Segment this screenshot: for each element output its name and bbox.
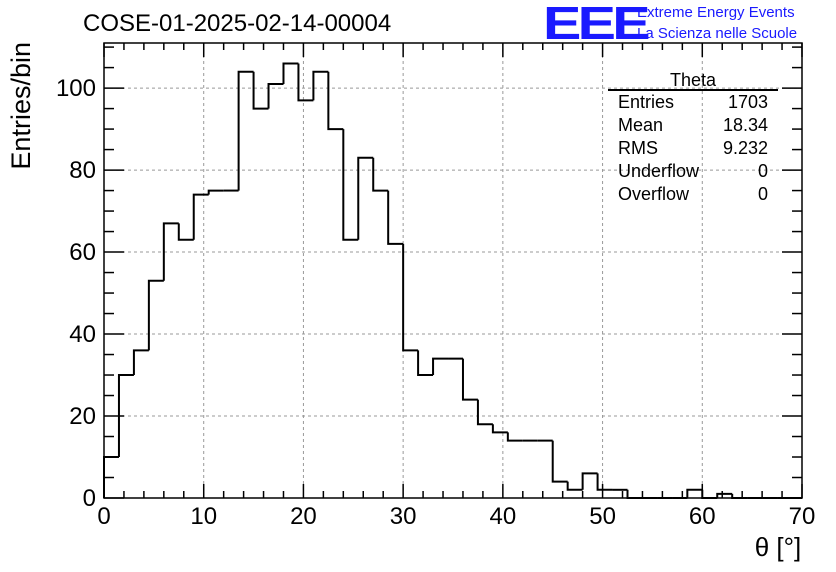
stat-row: Entries 1703 <box>608 91 778 114</box>
y-tick-label: 100 <box>56 75 96 102</box>
histogram-bin <box>731 493 748 499</box>
y-tick-label: 80 <box>69 157 96 184</box>
histogram-bin <box>716 492 733 498</box>
histogram-bin <box>117 374 134 458</box>
histogram-bin <box>312 70 329 101</box>
histogram-bin <box>402 243 419 352</box>
stats-box: Theta Entries 1703 Mean 18.34 RMS 9.232 Underf… <box>608 70 778 206</box>
x-tick-label: 50 <box>589 503 616 530</box>
x-tick-label: 20 <box>290 503 317 530</box>
y-tick-label: 0 <box>83 485 96 512</box>
x-tick-label: 60 <box>689 503 716 530</box>
y-tick-label: 60 <box>69 239 96 266</box>
histogram-bin <box>342 129 359 241</box>
x-axis-label: θ [°] <box>755 532 802 562</box>
histogram-bin <box>237 70 254 191</box>
histogram-bin <box>387 190 404 245</box>
histogram-bars <box>103 62 802 499</box>
histogram-bin <box>626 489 643 499</box>
stat-row: Overflow 0 <box>608 183 778 206</box>
histogram-bin <box>506 432 523 442</box>
histogram-bin <box>701 489 718 499</box>
histogram-bin <box>327 71 344 131</box>
stat-label: Overflow <box>618 184 690 204</box>
histogram-bin <box>282 62 299 84</box>
histogram-bin <box>551 440 568 483</box>
grid-lines <box>104 43 802 498</box>
stat-label: RMS <box>618 138 658 158</box>
y-tick-label: 40 <box>69 321 96 348</box>
logo-line-1: Extreme Energy Events <box>637 4 795 21</box>
histogram-bin <box>192 193 209 240</box>
histogram-bin <box>357 156 374 240</box>
stats-title: Theta <box>608 70 778 91</box>
x-tick-label: 0 <box>97 503 110 530</box>
x-tick-label: 10 <box>190 503 217 530</box>
stat-row: Mean 18.34 <box>608 114 778 137</box>
stat-label: Mean <box>618 115 664 135</box>
histogram-bin <box>417 350 434 377</box>
histogram-bin <box>252 71 269 110</box>
histogram-bin <box>566 481 583 491</box>
histogram-bin <box>372 157 389 192</box>
histogram-bin <box>267 82 284 109</box>
histogram-bin <box>147 279 164 351</box>
histogram-bin <box>476 399 493 426</box>
stat-value: 0 <box>757 184 768 204</box>
histogram-bin <box>581 472 598 490</box>
stat-value: 1703 <box>727 92 768 112</box>
histogram-bin <box>207 189 224 195</box>
axis-ticks: 0 10 20 30 40 50 60 70 0 20 40 60 80 100 <box>56 43 815 530</box>
logo-line-2: La Scienza nelle Scuole <box>637 25 798 42</box>
stat-row: RMS 9.232 <box>608 137 778 160</box>
histogram-bin <box>432 357 449 376</box>
axes <box>103 42 803 499</box>
stat-label: Underflow <box>618 161 700 181</box>
histogram-bin <box>491 424 508 434</box>
stat-label: Entries <box>618 92 675 112</box>
x-tick-label: 30 <box>390 503 417 530</box>
histogram-bin <box>162 222 179 281</box>
histogram-bin <box>297 63 314 102</box>
y-axis-label: Entries/bin <box>6 42 36 170</box>
stat-row: Underflow 0 <box>608 160 778 183</box>
chart-title: COSE-01-2025-02-14-00004 <box>83 10 392 37</box>
histogram-bin <box>686 488 703 498</box>
stat-value: 18.34 <box>722 115 768 135</box>
x-tick-label: 40 <box>490 503 517 530</box>
histogram-bin <box>596 473 613 491</box>
plot-frame <box>103 42 803 499</box>
histogram-bin <box>177 223 194 241</box>
histogram-bin <box>461 358 478 401</box>
histogram-bin <box>132 349 149 376</box>
stat-value: 9.232 <box>722 138 768 158</box>
stat-value: 0 <box>757 161 768 181</box>
eee-logo: EEE <box>543 0 651 49</box>
x-tick-label: 70 <box>789 503 816 530</box>
y-tick-label: 20 <box>69 403 96 430</box>
